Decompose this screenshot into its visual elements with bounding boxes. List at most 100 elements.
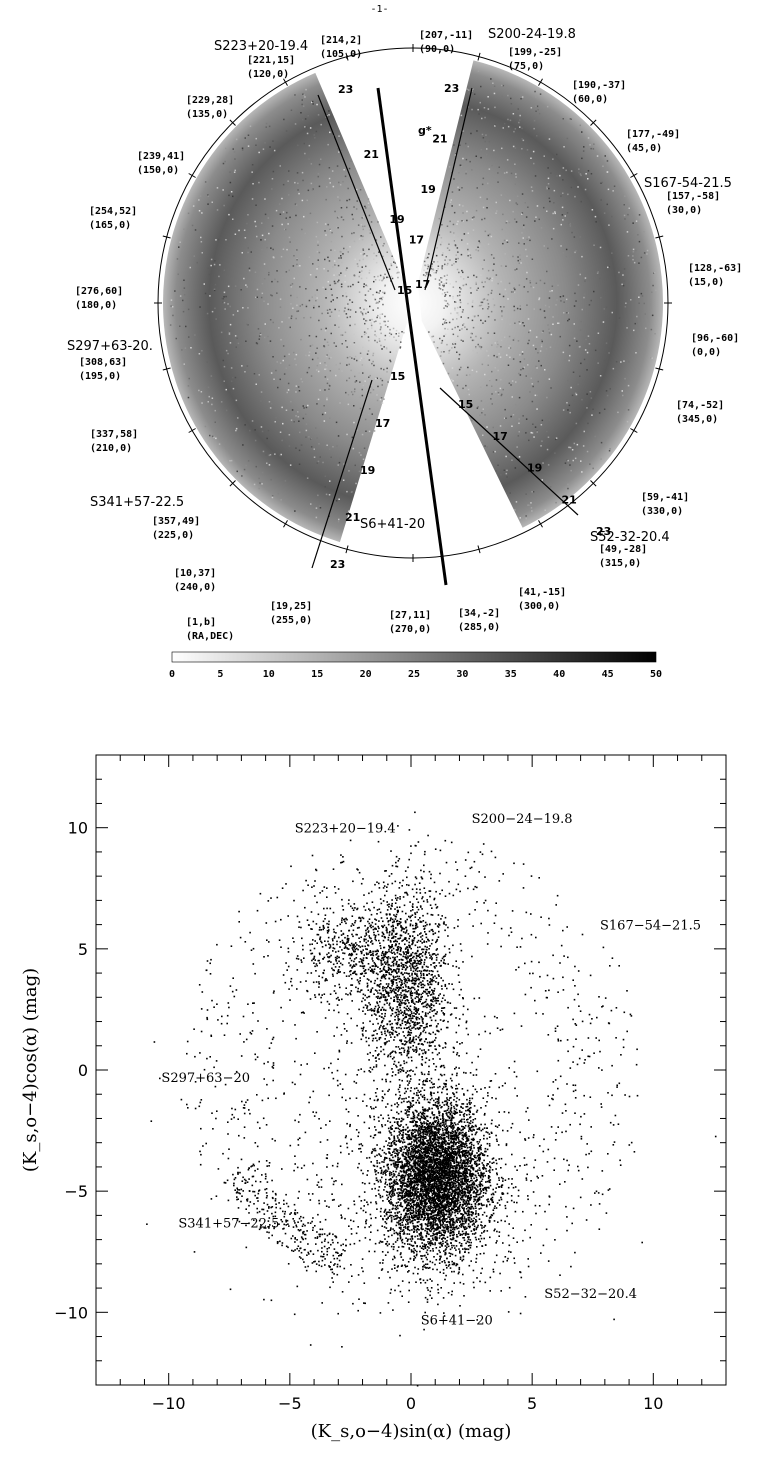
circle-tick [229, 480, 236, 487]
scatter-point [405, 1214, 408, 1216]
coord-label-bracket: [74,-52] [676, 400, 724, 411]
scatter-point [429, 1224, 431, 1227]
speckle [325, 198, 327, 201]
speckle [529, 239, 531, 242]
scatter-point [440, 1180, 442, 1183]
speckle [327, 143, 329, 146]
speckle [447, 304, 450, 306]
speckle [504, 232, 507, 235]
scatter-point [433, 1219, 435, 1221]
speckle [375, 335, 377, 337]
scatter-point [426, 1126, 429, 1129]
speckle [535, 282, 538, 284]
speckle [310, 446, 313, 448]
scatter-point [457, 1181, 460, 1184]
speckle [304, 126, 306, 128]
scatter-point [404, 1156, 407, 1158]
speckle [480, 85, 482, 88]
speckle [512, 339, 515, 341]
scatter-point [409, 1187, 412, 1189]
speckle [514, 147, 517, 149]
speckle [587, 422, 589, 425]
speckle [363, 357, 365, 360]
scatter-point [388, 1193, 391, 1196]
scatter-point [439, 1214, 441, 1217]
speckle [566, 459, 568, 461]
scatter-point [432, 1268, 434, 1271]
scatter-point [453, 1143, 455, 1145]
speckle [264, 198, 266, 200]
speckle [334, 264, 336, 266]
speckle [318, 319, 320, 322]
speckle [487, 308, 489, 310]
speckle [366, 353, 369, 355]
speckle [526, 304, 528, 306]
speckle [497, 343, 499, 346]
speckle [288, 364, 291, 366]
speckle [235, 399, 238, 402]
speckle [608, 352, 610, 354]
speckle [590, 147, 592, 150]
scatter-point [447, 1230, 449, 1232]
scatter-point [396, 1239, 399, 1242]
scatter-point [397, 1174, 399, 1177]
speckle [309, 212, 312, 215]
speckle [367, 198, 370, 200]
scatter-point [495, 1097, 497, 1100]
coord-label-paren: (60,0) [572, 94, 608, 105]
speckle [358, 291, 361, 293]
scatter-point [450, 1104, 453, 1107]
scatter-point [390, 1190, 393, 1192]
speckle [327, 281, 329, 283]
speckle [324, 223, 327, 225]
scatter-point [436, 1166, 438, 1169]
speckle [263, 278, 266, 280]
scatter-point [442, 1117, 444, 1120]
scatter-point [458, 1182, 461, 1185]
speckle [548, 328, 550, 331]
speckle [487, 269, 490, 272]
scatter-point [395, 1208, 398, 1211]
scatter-point [477, 1198, 480, 1201]
speckle [302, 417, 305, 420]
speckle [433, 341, 435, 343]
speckle [326, 397, 328, 399]
speckle [286, 248, 288, 251]
scatter-point [423, 1197, 425, 1199]
speckle [561, 214, 564, 216]
speckle [518, 242, 520, 244]
speckle [296, 304, 298, 307]
scatter-point [420, 1148, 423, 1150]
speckle [389, 351, 392, 353]
speckle [491, 403, 493, 405]
scatter-point [362, 1209, 365, 1212]
speckle [248, 267, 251, 270]
scatter-point [405, 1157, 407, 1159]
speckle [635, 220, 638, 222]
scatter-point [470, 1154, 472, 1157]
scatter-point [411, 1134, 413, 1136]
scatter-point [407, 1168, 409, 1171]
speckle [487, 293, 490, 296]
speckle [337, 295, 339, 298]
scatter-point [452, 1128, 454, 1130]
speckle [338, 368, 340, 370]
scatter-point [438, 1220, 440, 1223]
scatter-point [390, 1163, 392, 1166]
scatter-point [373, 1250, 376, 1253]
speckle [354, 375, 356, 378]
speckle [368, 430, 371, 433]
speckle [465, 170, 467, 173]
scatter-point [446, 1155, 449, 1158]
scatter-point [404, 1163, 406, 1165]
coord-label-paren: (150,0) [137, 165, 179, 176]
speckle [384, 285, 386, 287]
speckle [384, 339, 386, 341]
speckle [182, 289, 184, 292]
speckle [444, 321, 446, 323]
speckle [600, 182, 602, 184]
speckle [214, 409, 216, 412]
scatter-point [402, 1136, 404, 1139]
scatter-point [479, 1253, 482, 1255]
scatter-point [477, 1193, 480, 1196]
